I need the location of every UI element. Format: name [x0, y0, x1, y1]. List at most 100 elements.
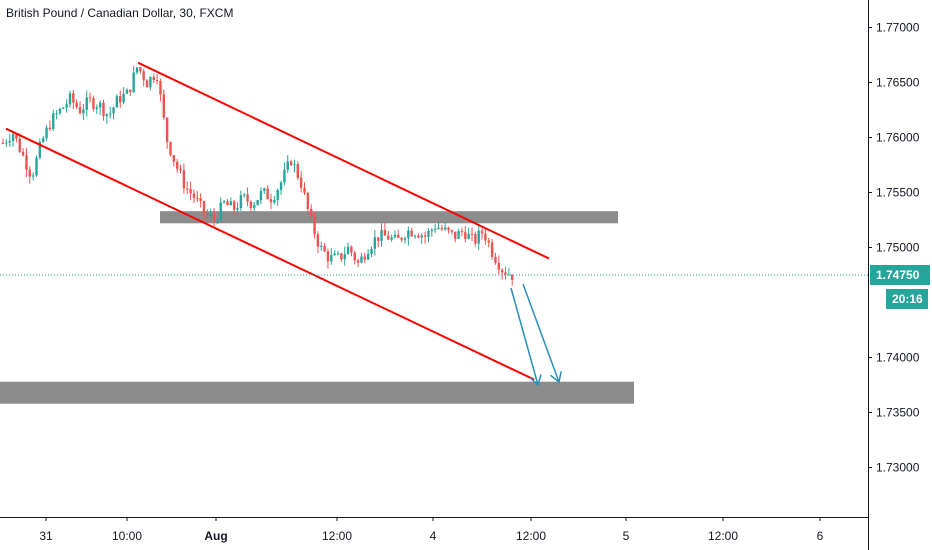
candle-up	[330, 255, 333, 262]
candle-down	[350, 246, 353, 253]
candle-down	[299, 177, 303, 188]
candle-down	[484, 233, 487, 241]
candle-down	[504, 272, 507, 275]
candle-down	[377, 237, 380, 241]
candle-up	[279, 182, 283, 191]
candle-up	[263, 188, 266, 191]
candle-down	[169, 141, 172, 156]
candle-down	[289, 161, 293, 165]
price-tick-label: 1.73500	[876, 406, 920, 420]
candle-down	[340, 253, 343, 260]
candle-up	[52, 113, 55, 130]
candle-up	[437, 227, 440, 229]
candle-down	[400, 237, 403, 240]
price-axis[interactable]: 1.77000 1.76500 1.76000 1.75500 1.75000 1.740…	[868, 21, 920, 475]
candle-down	[18, 138, 21, 152]
candle-up	[407, 230, 410, 239]
time-tick-label: 31	[39, 529, 53, 543]
upper-channel-line	[137, 61, 550, 260]
zones-layer	[0, 211, 634, 404]
candle-up	[427, 230, 430, 237]
candle-down	[470, 233, 474, 235]
candle-up	[35, 157, 38, 176]
candle-up	[55, 113, 58, 115]
candle-down	[480, 230, 484, 234]
candle-down	[440, 227, 444, 230]
time-tick-label: 6	[817, 529, 824, 543]
candle-up	[433, 228, 437, 230]
candle-down	[316, 234, 320, 247]
candle-down	[129, 89, 132, 93]
candle-down	[1, 143, 5, 144]
candle-up	[507, 274, 511, 276]
candle-up	[276, 190, 279, 201]
candle-down	[417, 235, 420, 238]
candle-up	[132, 72, 135, 93]
candle-up	[333, 253, 336, 256]
candle-up	[286, 161, 289, 170]
candle-up	[115, 96, 119, 108]
price-tick-label: 1.73000	[876, 461, 920, 475]
candle-down	[186, 188, 189, 190]
candle-down	[497, 262, 500, 270]
target-zone	[0, 381, 634, 404]
candle-down	[450, 230, 454, 232]
candle-up	[403, 238, 407, 240]
candle-up	[467, 233, 470, 239]
candle-up	[283, 169, 286, 183]
time-tick-label: 10:00	[112, 529, 142, 543]
candle-down	[249, 201, 253, 208]
candle-down	[232, 201, 236, 210]
candle-down	[165, 117, 169, 142]
candle-down	[15, 134, 18, 139]
candle-down	[162, 94, 165, 118]
candle-up	[457, 231, 460, 239]
candle-down	[28, 169, 31, 177]
candle-down	[102, 102, 105, 117]
candle-down	[296, 164, 299, 178]
candle-down	[145, 80, 149, 88]
candle-up	[343, 254, 346, 260]
candle-up	[125, 89, 129, 94]
time-tick-label: 5	[623, 529, 630, 543]
candle-up	[430, 229, 433, 231]
candle-up	[105, 114, 109, 117]
candle-down	[226, 201, 229, 206]
candle-down	[25, 155, 28, 170]
candle-up	[62, 107, 65, 109]
candle-up	[31, 175, 35, 177]
candle-down	[246, 194, 249, 202]
price-tick-label: 1.77000	[876, 21, 920, 35]
candle-up	[380, 229, 383, 241]
candle-up	[216, 220, 219, 222]
candle-down	[410, 230, 413, 237]
candle-down	[75, 102, 78, 108]
candle-up	[243, 194, 246, 196]
time-tick-label: 4	[430, 529, 437, 543]
candle-down	[88, 97, 92, 99]
time-axis[interactable]: 31 10:00 Aug 12:00 4 12:00 5 12:00 6	[39, 517, 824, 543]
candle-up	[85, 97, 88, 110]
candle-down	[487, 240, 490, 243]
annotation-layer	[5, 61, 562, 387]
forecast-arrow-right-shaft	[522, 283, 560, 383]
candle-up	[373, 237, 377, 249]
candle-up	[68, 93, 72, 105]
candle-up	[320, 245, 323, 247]
forecast-arrow-left-head	[529, 374, 542, 387]
candle-up	[209, 214, 212, 216]
candle-down	[447, 227, 450, 231]
time-tick-label: 12:00	[516, 529, 546, 543]
candle-up	[5, 142, 8, 144]
candle-up	[236, 207, 239, 210]
candle-up	[259, 190, 263, 201]
candle-up	[149, 77, 152, 88]
candle-down	[363, 256, 366, 260]
candle-up	[346, 246, 350, 255]
candle-up	[8, 140, 11, 143]
candle-up	[109, 113, 112, 115]
candle-down	[196, 197, 199, 199]
candle-down	[202, 201, 206, 215]
candle-down	[397, 235, 400, 238]
